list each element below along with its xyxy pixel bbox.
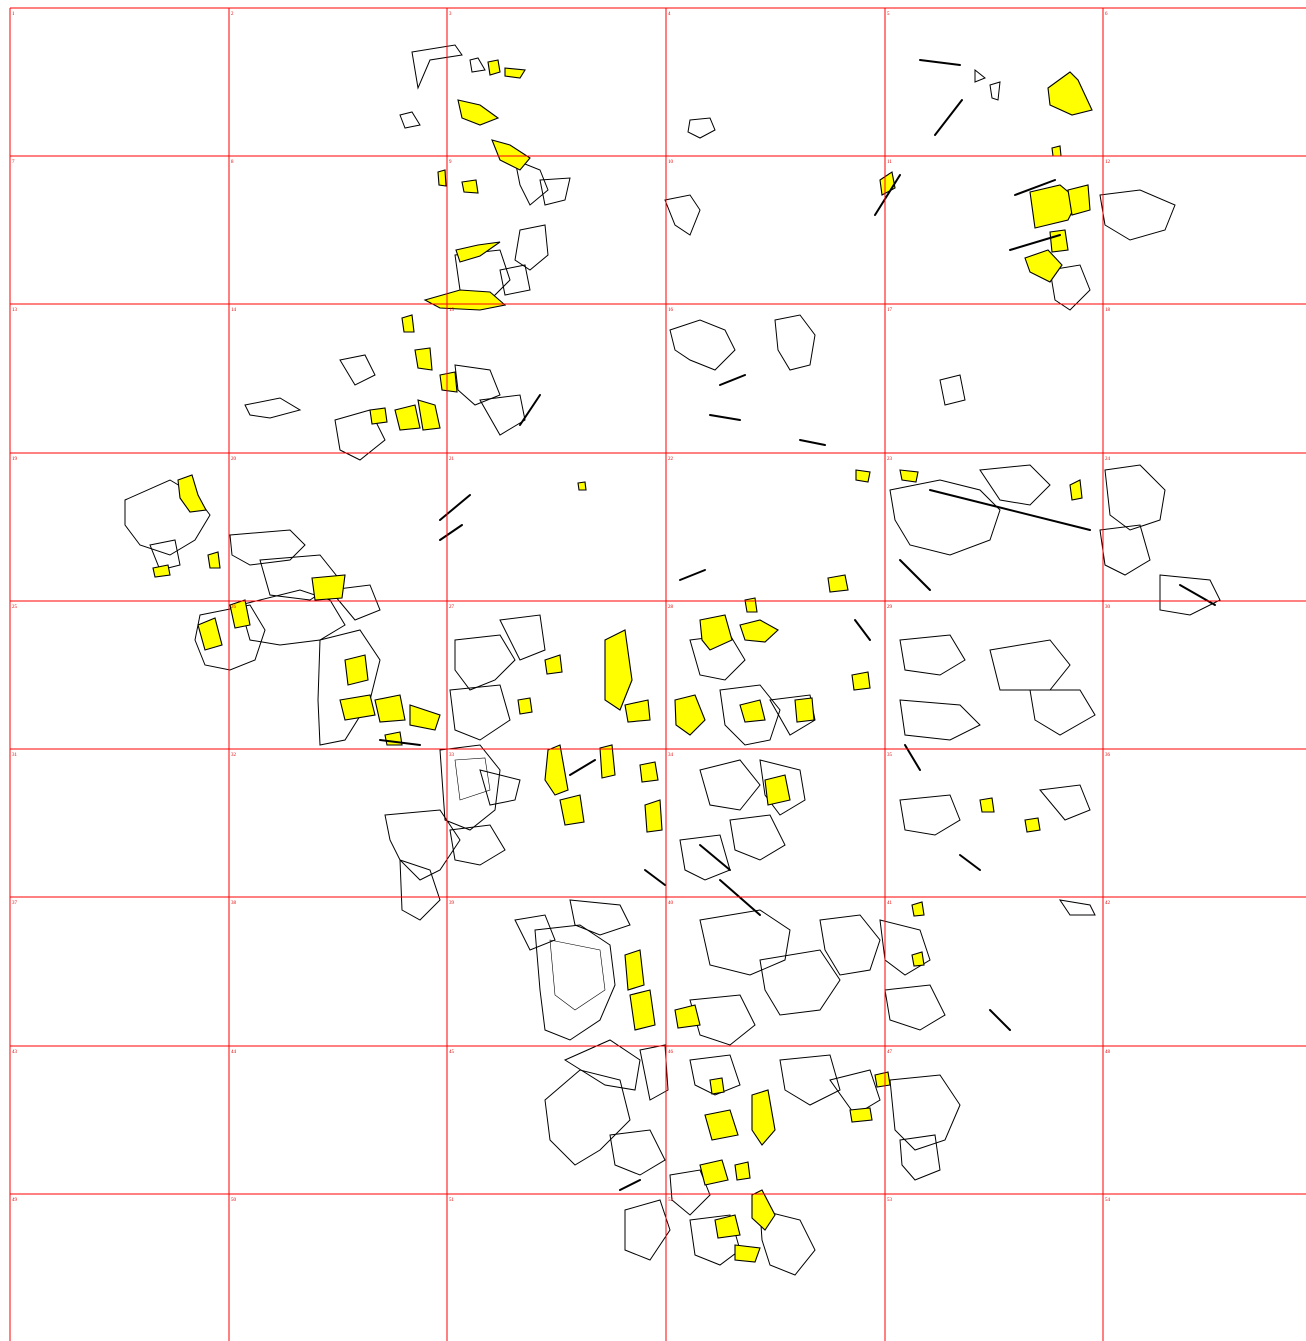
grid-cell-label: 13 [12, 308, 18, 313]
line-fragments [379, 59, 1216, 1191]
grid-cell-label: 50 [231, 1198, 237, 1203]
grid-cell-label: 9 [449, 160, 452, 165]
grid-cell-label: 4 [668, 12, 671, 17]
grid-cell-label: 32 [231, 753, 237, 758]
grid-cell-label: 18 [1105, 308, 1111, 313]
grid-cell-label: 51 [449, 1198, 455, 1203]
grid-cell-label: 10 [668, 160, 674, 165]
grid-cell-label: 5 [887, 12, 890, 17]
grid-cell-label: 14 [231, 308, 237, 313]
grid-cell-label: 46 [668, 1050, 674, 1055]
grid-cell-label: 31 [12, 753, 18, 758]
grid-cell-label: 49 [12, 1198, 18, 1203]
grid-cell-label: 24 [1105, 457, 1111, 462]
grid-cell-label: 27 [449, 605, 455, 610]
grid-cell-label: 41 [887, 901, 893, 906]
grid-cell-label: 42 [1105, 901, 1111, 906]
grid-cell-label: 37 [12, 901, 18, 906]
grid-cell-label: 38 [231, 901, 237, 906]
grid-cell-label: 34 [668, 753, 674, 758]
grid-cell-label: 45 [449, 1050, 455, 1055]
grid-cell-label: 39 [449, 901, 455, 906]
grid-cell-label: 43 [12, 1050, 18, 1055]
grid-cell-label: 30 [1105, 605, 1111, 610]
grid-cell-label: 35 [887, 753, 893, 758]
grid-cell-label: 15 [449, 308, 455, 313]
grid-cell-label: 21 [449, 457, 455, 462]
grid-cell-label: 23 [887, 457, 893, 462]
grid-cell-label: 36 [1105, 753, 1111, 758]
grid-cell-label: 25 [12, 605, 18, 610]
grid-cell-label: 29 [887, 605, 893, 610]
grid-cell-label: 3 [449, 12, 452, 17]
grid-cell-label: 44 [231, 1050, 237, 1055]
grid-cell-label: 28 [668, 605, 674, 610]
grid-cell-label: 53 [887, 1198, 893, 1203]
grid-cell-label: 33 [449, 753, 455, 758]
grid-cell-label: 2 [231, 12, 234, 17]
grid-cell-label: 11 [887, 160, 892, 165]
grid-cell-label: 12 [1105, 160, 1111, 165]
grid-cell-label: 47 [887, 1050, 893, 1055]
grid-cell-label: 20 [231, 457, 237, 462]
parcel-outlines [124, 44, 1221, 1276]
grid-cell-label: 7 [12, 160, 15, 165]
grid-cell-label: 26 [231, 605, 237, 610]
grid-cell-label: 40 [668, 901, 674, 906]
grid-cell-label: 54 [1105, 1198, 1111, 1203]
grid-cell-label: 22 [668, 457, 674, 462]
grid-cell-label: 16 [668, 308, 674, 313]
grid-cell-label: 19 [12, 457, 18, 462]
highlighted-parcels [152, 59, 1093, 1263]
grid-cell-label: 8 [231, 160, 234, 165]
grid-cell-label: 48 [1105, 1050, 1111, 1055]
grid-cell-label: 17 [887, 308, 893, 313]
grid-cell-label: 1 [12, 12, 15, 17]
grid-cell-label: 52 [668, 1198, 674, 1203]
grid-cell-label: 6 [1105, 12, 1108, 17]
map-grid [9, 7, 1306, 1341]
